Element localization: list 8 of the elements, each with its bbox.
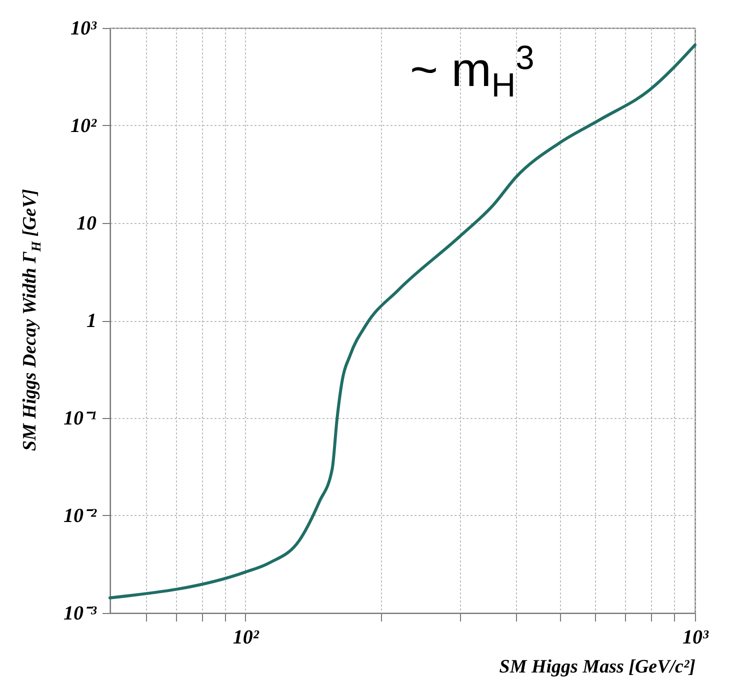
x-axis-title: SM Higgs Mass [GeV/c²] <box>499 656 696 678</box>
y-tick-label: 10⁻³ <box>64 602 98 624</box>
y-tick-label: 10² <box>70 115 98 137</box>
y-tick-label: 10⁻¹ <box>64 408 96 430</box>
y-tick-label: 1 <box>86 310 96 332</box>
y-tick-label: 10 <box>76 212 96 234</box>
y-tick-label: 10⁻² <box>64 505 98 527</box>
y-tick-label: 10³ <box>70 18 98 40</box>
